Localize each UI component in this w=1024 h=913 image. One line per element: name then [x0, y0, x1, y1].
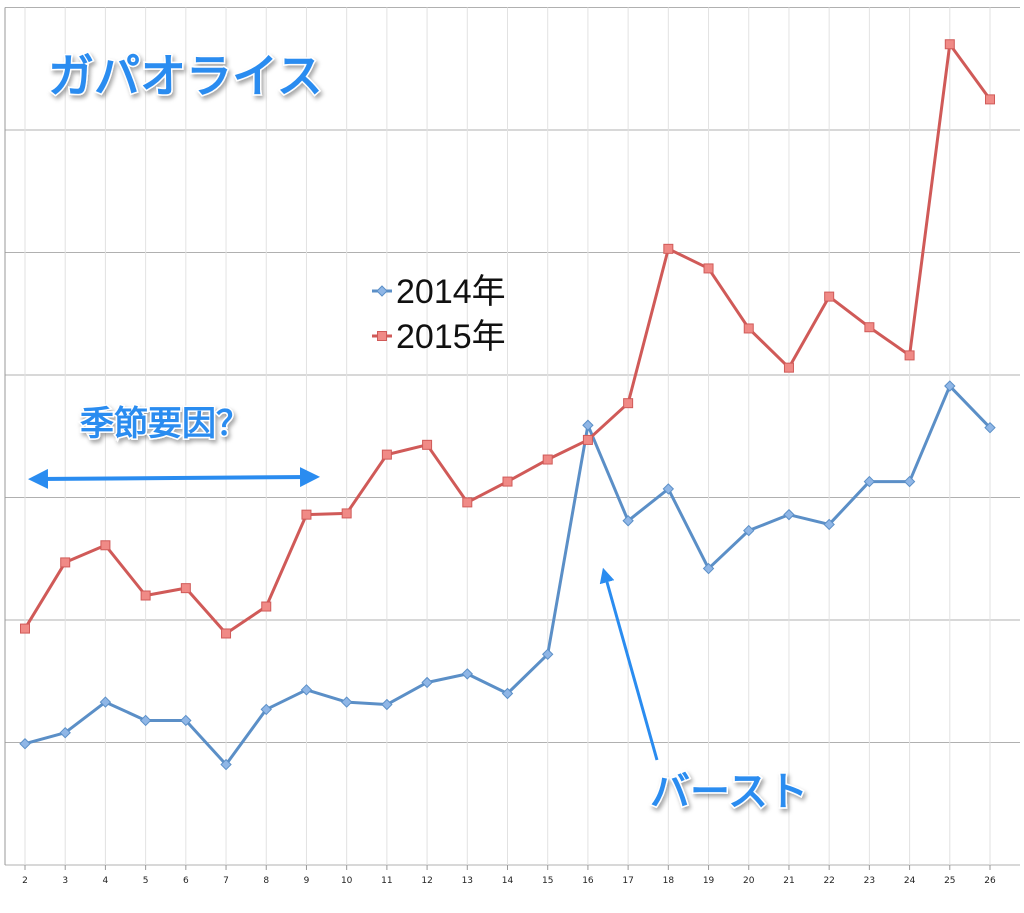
- data-point: [743, 524, 755, 537]
- legend-label: 2015年: [396, 318, 506, 356]
- data-point: [381, 449, 392, 460]
- x-tick-label: 14: [502, 876, 514, 886]
- data-point: [984, 421, 996, 434]
- data-point: [180, 714, 192, 727]
- data-point: [301, 509, 312, 520]
- x-tick-label: 5: [143, 876, 149, 886]
- x-tick-label: 17: [622, 876, 633, 886]
- x-tick-label: 21: [783, 876, 794, 886]
- data-point: [19, 738, 31, 750]
- range-arrow: [28, 467, 320, 489]
- data-point: [582, 434, 593, 445]
- data-point: [662, 483, 675, 495]
- data-point: [20, 623, 30, 634]
- data-point: [783, 362, 794, 373]
- x-tick-label: 3: [62, 876, 68, 886]
- burst-arrow: [599, 567, 659, 761]
- annotation: 季節要因？: [80, 404, 250, 444]
- data-point: [903, 475, 916, 488]
- x-tick-label: 2: [22, 876, 28, 886]
- x-tick-label: 16: [582, 876, 594, 886]
- data-point: [622, 515, 634, 527]
- data-point: [863, 475, 876, 488]
- data-point: [300, 684, 313, 696]
- x-tick-label: 23: [864, 876, 875, 886]
- data-point: [221, 628, 232, 639]
- data-point: [462, 497, 473, 508]
- data-point: [824, 291, 835, 302]
- x-tick-label: 22: [823, 876, 834, 886]
- data-point: [542, 454, 553, 465]
- data-point: [340, 696, 353, 708]
- data-point: [60, 557, 71, 568]
- data-point: [702, 562, 715, 575]
- data-point: [542, 648, 554, 661]
- x-tick-label: 12: [421, 876, 432, 886]
- data-point: [99, 696, 112, 708]
- x-tick-label: 26: [984, 876, 996, 886]
- x-tick-label: 7: [223, 876, 229, 886]
- chart-title: ガパオライス: [48, 49, 323, 103]
- data-point: [220, 758, 232, 771]
- data-point: [376, 285, 388, 297]
- data-point: [743, 323, 754, 334]
- x-tick-label: 15: [542, 876, 553, 886]
- x-tick-label: 19: [703, 876, 715, 886]
- x-tick-label: 20: [743, 876, 755, 886]
- data-point: [261, 601, 272, 612]
- x-tick-label: 11: [381, 876, 392, 886]
- data-point: [703, 263, 714, 274]
- grid: 2 3 4 5 6 7 8 9 10 11 12 13 14 15 16 17 18 19 20 21 22 23 24 25…: [4, 7, 1020, 886]
- data-point: [100, 540, 111, 551]
- data-point: [944, 39, 955, 50]
- data-point: [421, 676, 433, 689]
- data-point: [377, 331, 387, 341]
- x-tick-label: 9: [304, 876, 310, 886]
- x-tick-label: 13: [462, 876, 473, 886]
- data-point: [904, 350, 915, 361]
- data-point: [139, 714, 152, 727]
- data-point: [180, 583, 191, 594]
- data-point: [502, 476, 513, 487]
- data-point: [501, 687, 514, 700]
- data-point: [663, 243, 674, 254]
- legend-label: 2014年: [396, 273, 506, 311]
- data-point: [140, 590, 151, 601]
- data-point: [422, 439, 433, 450]
- lines: [19, 39, 996, 771]
- x-tick-label: 8: [263, 876, 269, 886]
- data-point: [783, 508, 795, 521]
- annotation: バースト: [650, 769, 808, 815]
- x-tick-label: 6: [183, 876, 189, 886]
- data-point: [381, 698, 393, 711]
- data-point: [823, 518, 835, 531]
- data-point: [59, 726, 71, 739]
- legend: 2014年 2015年: [372, 273, 506, 356]
- x-tick-label: 18: [663, 876, 675, 886]
- data-point: [944, 380, 956, 392]
- x-tick-label: 4: [103, 876, 109, 886]
- x-tick-label: 24: [904, 876, 916, 886]
- x-tick-label: 10: [341, 876, 353, 886]
- data-point: [260, 703, 272, 716]
- data-point: [985, 94, 995, 105]
- data-point: [582, 419, 594, 431]
- x-tick-label: 25: [944, 876, 955, 886]
- data-point: [864, 322, 875, 333]
- data-point: [623, 398, 634, 409]
- data-point: [461, 668, 473, 680]
- data-point: [341, 508, 352, 519]
